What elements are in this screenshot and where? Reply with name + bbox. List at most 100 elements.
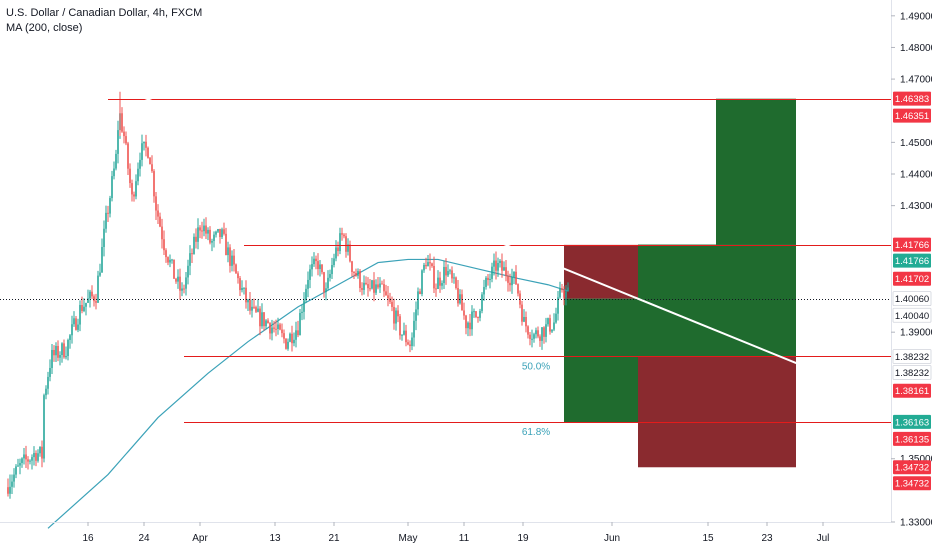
candle-body [53, 349, 55, 356]
candle-body [513, 271, 515, 277]
candle-body [341, 233, 343, 235]
candle-body [493, 260, 495, 267]
candle [163, 230, 165, 256]
candle-body [445, 266, 447, 276]
candle [523, 309, 525, 323]
candle [479, 308, 481, 322]
price-tag-box-8 [892, 365, 932, 380]
candle-body [265, 320, 267, 327]
candle [195, 228, 197, 249]
candle-body [357, 270, 359, 276]
candle-body [393, 306, 395, 324]
candle-body [367, 284, 369, 289]
candle [123, 126, 125, 144]
candle [13, 468, 15, 488]
candle-body [353, 271, 355, 273]
candle-body [437, 277, 439, 289]
candle-body [199, 227, 201, 231]
candle [149, 157, 151, 165]
candle [403, 322, 405, 336]
candle-body [495, 260, 497, 271]
candle [67, 338, 69, 361]
candle-body [113, 168, 115, 177]
horizontal-levels[interactable] [0, 99, 891, 423]
price-tags: 1.46383 1.46351 1.41766 1.41766 1.41702 1.400… [892, 91, 932, 491]
candle-body [403, 330, 405, 335]
candle [469, 313, 471, 337]
candle-body [87, 298, 89, 303]
price-axis[interactable]: 1.49000 1.48000 1.47000 1.45000 1.44000 1.430… [891, 11, 932, 529]
trendline-group[interactable] [105, 81, 799, 365]
candle-body [241, 287, 243, 291]
price-tag-label-12: 1.34732 [895, 463, 929, 474]
candle [179, 268, 181, 300]
candle [551, 329, 553, 334]
time-tick-label-0: 16 [82, 533, 94, 544]
candle-body [99, 272, 101, 276]
candle-body [177, 276, 179, 282]
candle-body [157, 210, 159, 217]
candle [533, 332, 535, 343]
time-axis[interactable]: 16 24 Apr 13 21 May 11 19 Jun 15 23 Jul [82, 522, 829, 544]
candle-body [479, 310, 481, 318]
symbol-title[interactable]: U.S. Dollar / Canadian Dollar, 4h, FXCM [6, 7, 203, 19]
candle [241, 280, 243, 293]
indicator-title[interactable]: MA (200, close) [6, 22, 83, 34]
candle [319, 260, 321, 277]
candle [287, 338, 289, 351]
fib-label-1: 61.8% [522, 427, 550, 438]
candle-body [377, 284, 379, 288]
candle [407, 339, 409, 346]
candle-body [549, 318, 551, 332]
candle-body [213, 234, 215, 241]
candle-body [407, 342, 409, 345]
candle [435, 283, 437, 297]
candle [441, 280, 443, 290]
candle-body [313, 258, 315, 265]
candle [423, 262, 425, 273]
candle [261, 303, 263, 329]
candle [455, 276, 457, 290]
candle [381, 280, 383, 285]
candle [313, 252, 315, 267]
candle-body [89, 291, 91, 299]
candle [481, 292, 483, 314]
candle [361, 282, 363, 296]
candle-body [483, 286, 485, 295]
candle-body [15, 466, 17, 475]
candle-body [129, 168, 131, 184]
candle-body [411, 337, 413, 347]
candle-body [59, 355, 61, 358]
candle [173, 259, 175, 279]
candle [227, 241, 229, 263]
candle [317, 253, 319, 276]
candle [223, 222, 225, 236]
price-tick-label-5: 1.43000 [900, 201, 932, 212]
candle-body [359, 270, 361, 289]
candle [99, 263, 101, 277]
candle [177, 269, 179, 289]
candle [109, 195, 111, 218]
candle-body [305, 288, 307, 301]
candle-body [205, 225, 207, 234]
candle [477, 316, 479, 323]
candle [411, 332, 413, 351]
trendline[interactable] [105, 81, 799, 365]
candle-body [73, 318, 75, 325]
candle-body [169, 259, 171, 263]
candle [117, 120, 119, 164]
candle [433, 256, 435, 293]
candle-body [499, 260, 501, 263]
candle-body [295, 330, 297, 340]
candle-body [111, 176, 113, 199]
price-tick-label-1: 1.48000 [900, 43, 932, 54]
candle [33, 446, 35, 466]
candle-body [329, 274, 331, 278]
price-tag-box-4 [893, 271, 931, 286]
candle-body [159, 216, 161, 227]
candle-body [127, 143, 129, 169]
candle-body [135, 181, 137, 197]
price-tag-label-7: 1.38232 [895, 352, 929, 363]
